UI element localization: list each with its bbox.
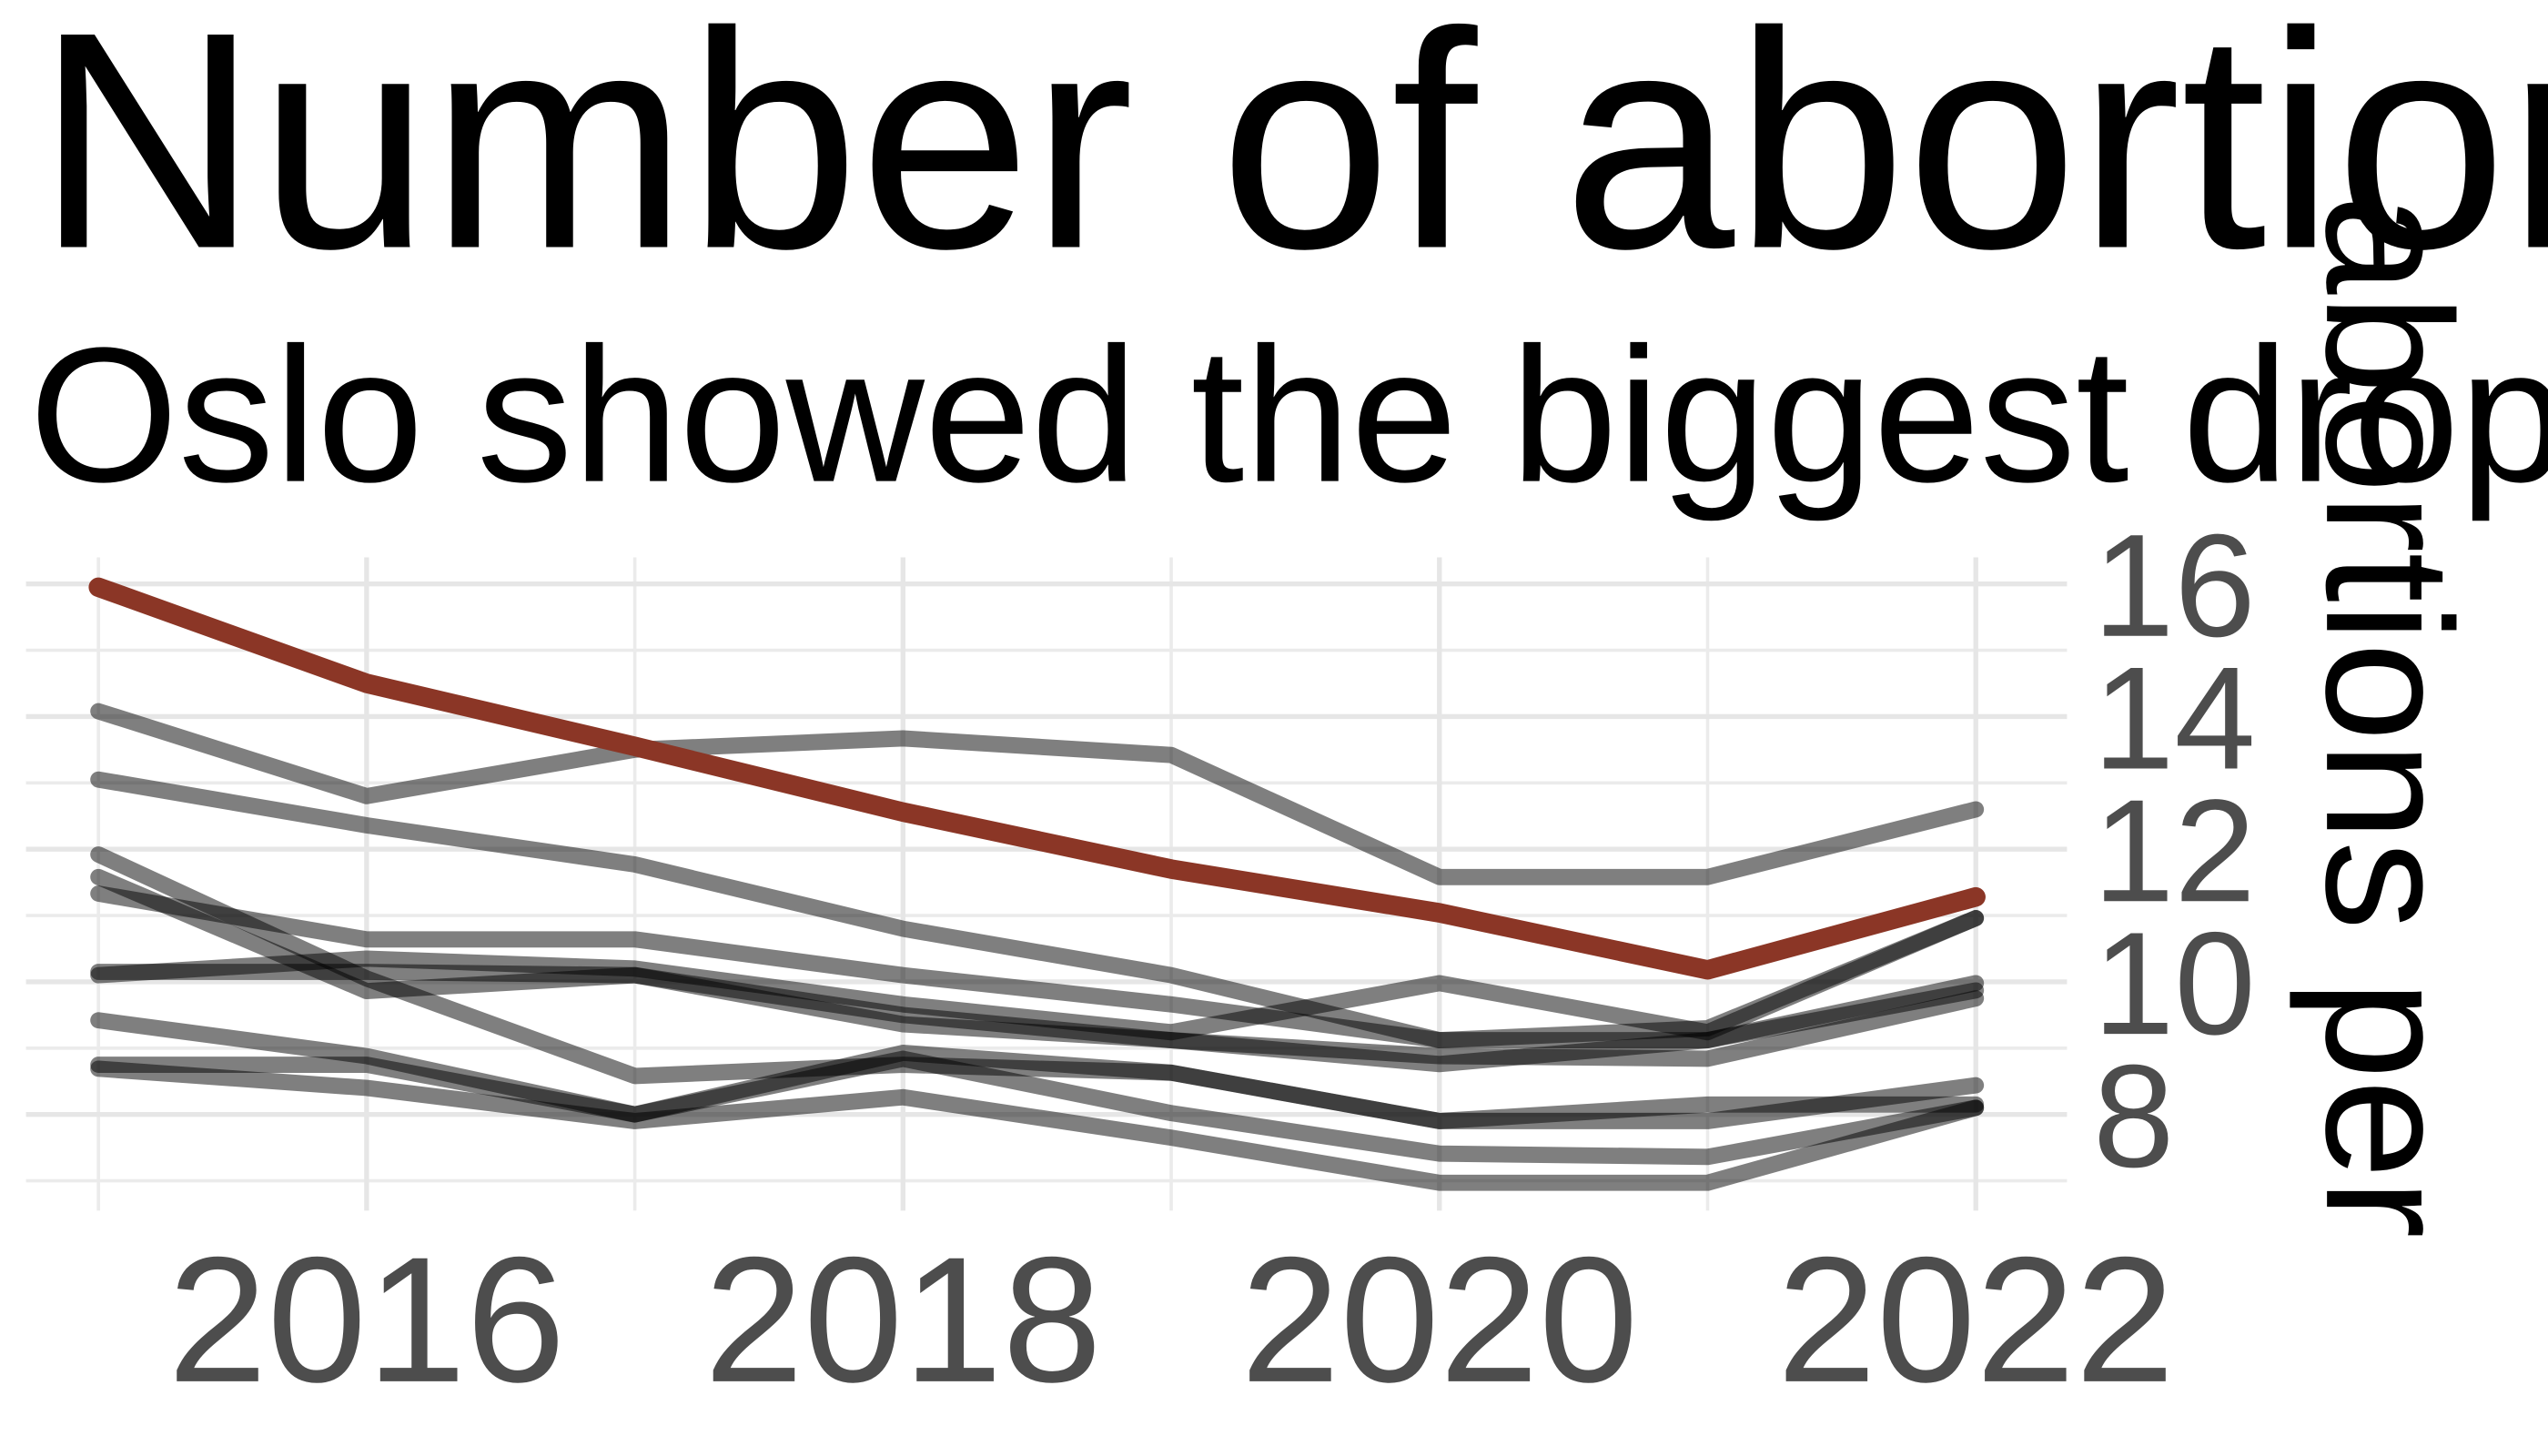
x-tick-label: 2022 xyxy=(1777,1219,2175,1420)
series-line xyxy=(90,1060,1985,1191)
y-tick-label: 16 xyxy=(2093,505,2256,668)
chart-subtitle: Oslo showed the biggest drop xyxy=(29,308,2548,522)
series-line xyxy=(90,771,1985,1048)
series-line xyxy=(88,577,1986,980)
series-line xyxy=(90,703,1985,885)
y-tick-label: 12 xyxy=(2093,770,2256,933)
y-tick-label: 14 xyxy=(2093,638,2256,801)
x-tick-label: 2018 xyxy=(704,1219,1102,1420)
series-line xyxy=(90,964,1985,1067)
series-line xyxy=(90,910,1985,1041)
x-tick-label: 2020 xyxy=(1240,1219,1638,1420)
y-tick-label: 8 xyxy=(2093,1036,2174,1198)
y-axis-title: abortions per xyxy=(2289,195,2489,1238)
series-line xyxy=(90,885,1985,1048)
chart-title: Number of abortions xyxy=(35,0,2548,312)
x-tick-label: 2016 xyxy=(167,1219,565,1420)
series-line xyxy=(90,1044,1985,1129)
y-tick-label: 10 xyxy=(2093,903,2256,1066)
